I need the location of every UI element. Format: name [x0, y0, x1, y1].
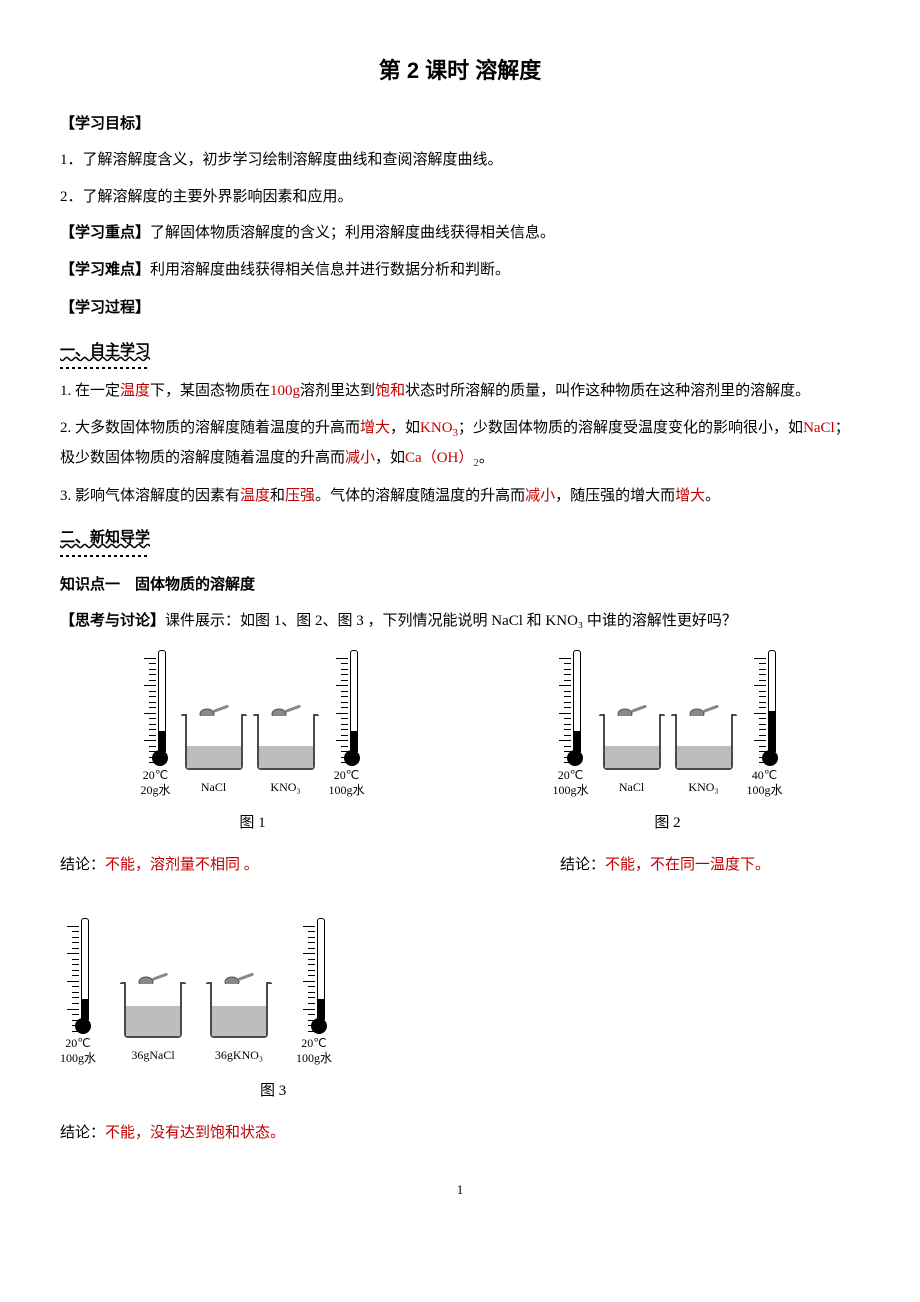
thermometer-icon: 20℃20g水	[140, 650, 170, 799]
goals-heading: 【学习目标】	[60, 110, 860, 139]
beaker-icon: KNO₃	[675, 702, 733, 799]
thermometer-scale	[336, 656, 348, 766]
figure-1: 20℃20g水 NaCl KNO₃	[60, 650, 445, 838]
self-study-1: 1. 在一定温度下，某固态物质在100g溶剂里达到饱和状态时所溶解的质量，叫作这…	[60, 377, 860, 406]
process-heading: 【学习过程】	[60, 294, 860, 323]
focus-heading: 【学习重点】	[60, 224, 150, 241]
thermometer-icon: 40℃100g水	[747, 650, 783, 799]
thermometer-icon: 20℃100g水	[296, 918, 332, 1067]
figure-3-conclusion: 结论：不能，没有达到饱和状态。	[60, 1119, 860, 1148]
beaker-icon: 36gNaCl	[124, 970, 182, 1067]
self-study-heading: 一、自主学习	[60, 337, 860, 370]
page-title: 第 2 课时 溶解度	[60, 50, 860, 92]
think-heading: 【思考与讨论】	[60, 612, 165, 629]
thermometer-icon: 20℃100g水	[60, 918, 96, 1067]
page-number: 1	[60, 1178, 860, 1203]
self-study-2: 2. 大多数固体物质的溶解度随着温度的升高而增大，如KNO3；少数固体物质的溶解…	[60, 414, 860, 474]
figure-3-caption: 图 3	[260, 1077, 860, 1106]
think-discuss: 【思考与讨论】课件展示：如图 1、图 2、图 3 ，下列情况能说明 NaCl 和…	[60, 607, 860, 636]
figure-1-caption: 图 1	[60, 809, 445, 838]
beaker-icon: KNO₃	[257, 702, 315, 799]
new-guide-heading: 二、新知导学	[60, 524, 860, 557]
beaker-icon: 36gKNO₃	[210, 970, 268, 1067]
beaker-icon: NaCl	[603, 702, 661, 799]
thermometer-scale	[144, 656, 156, 766]
difficulty-line: 【学习难点】利用溶解度曲线获得相关信息并进行数据分析和判断。	[60, 256, 860, 285]
difficulty-heading: 【学习难点】	[60, 261, 150, 278]
think-text: 课件展示：如图 1、图 2、图 3 ，下列情况能说明 NaCl 和 KNO₃ 中…	[165, 613, 737, 629]
figure-2: 20℃100g水 NaCl KNO₃ 40℃100g水 图 2	[475, 650, 860, 838]
figure-2-caption: 图 2	[475, 809, 860, 838]
focus-text: 了解固体物质溶解度的含义；利用溶解度曲线获得相关信息。	[150, 225, 555, 241]
figure-1-conclusion: 结论：不能，溶剂量不相同 。	[60, 851, 259, 880]
goal-1: 1．了解溶解度含义，初步学习绘制溶解度曲线和查阅溶解度曲线。	[60, 146, 860, 175]
figure-3: 20℃100g水 36gNaCl 36gKNO₃ 20℃100g水 图 3	[60, 918, 860, 1106]
self-study-3: 3. 影响气体溶解度的因素有温度和压强。气体的溶解度随温度的升高而减小，随压强的…	[60, 482, 860, 511]
figure-row-1: 20℃20g水 NaCl KNO₃	[60, 650, 860, 838]
beaker-icon: NaCl	[185, 702, 243, 799]
difficulty-text: 利用溶解度曲线获得相关信息并进行数据分析和判断。	[150, 262, 510, 278]
goal-2: 2．了解溶解度的主要外界影响因素和应用。	[60, 183, 860, 212]
thermometer-icon: 20℃100g水	[329, 650, 365, 799]
conclusion-row-1: 结论：不能，溶剂量不相同 。 结论：不能，不在同一温度下。	[60, 837, 860, 888]
knowledge-point-heading: 知识点一 固体物质的溶解度	[60, 571, 860, 600]
thermometer-icon: 20℃100g水	[552, 650, 588, 799]
figure-2-conclusion: 结论：不能，不在同一温度下。	[560, 851, 860, 880]
focus-line: 【学习重点】了解固体物质溶解度的含义；利用溶解度曲线获得相关信息。	[60, 219, 860, 248]
